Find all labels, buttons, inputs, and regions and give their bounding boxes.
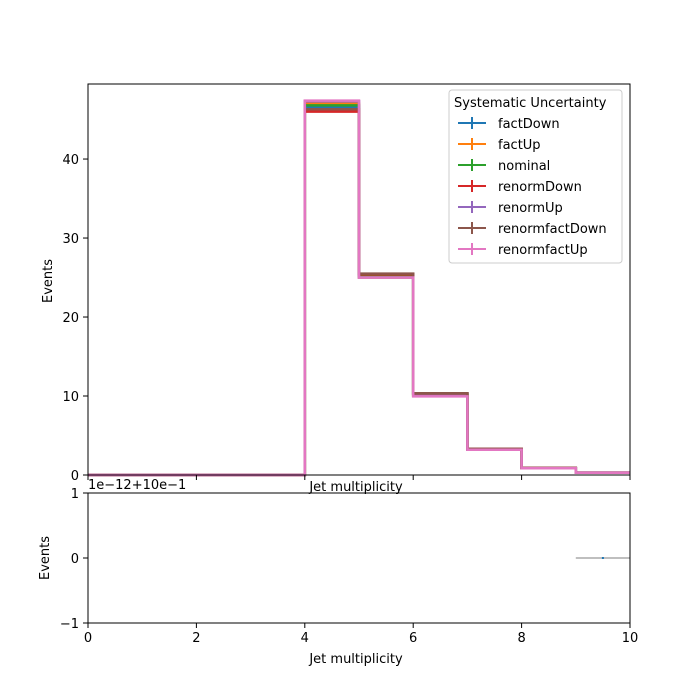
- main-y-tick-label: 10: [62, 390, 79, 405]
- legend-title: Systematic Uncertainty: [454, 96, 607, 111]
- legend-label-factDown: factDown: [498, 117, 560, 132]
- ratio-offset-text: 1e−12+10e−1: [88, 478, 186, 493]
- ratio-x-tick-label: 8: [517, 631, 525, 646]
- legend-label-renormUp: renormUp: [498, 201, 563, 216]
- ratio-x-tick-label: 10: [622, 631, 639, 646]
- ratio-y-ticks: −1 0 1: [60, 487, 88, 632]
- ratio-y-axis-label: Events: [38, 536, 53, 580]
- ratio-y-tick-label: 0: [71, 552, 79, 567]
- legend-label-renormfactUp: renormfactUp: [498, 243, 588, 258]
- ratio-x-tick-label: 2: [192, 631, 200, 646]
- main-y-axis-label: Events: [41, 259, 56, 303]
- ratio-x-ticks: 0 2 4 6 8 10: [84, 623, 638, 646]
- legend-box: [448, 89, 623, 264]
- main-y-tick-label: 0: [71, 469, 79, 484]
- ratio-x-axis-label: Jet multiplicity: [308, 652, 403, 667]
- legend-entries: factDown factUp nominal renormDown renormUp r…: [458, 117, 607, 258]
- main-y-ticks: 0 10 20 30 40: [62, 153, 88, 484]
- legend-label-nominal: nominal: [498, 159, 550, 174]
- main-x-ticks: [87, 475, 631, 480]
- legend-label-renormfactDown: renormfactDown: [498, 222, 607, 237]
- ratio-y-tick-label: 1: [71, 487, 79, 502]
- legend-label-renormDown: renormDown: [498, 180, 582, 195]
- main-plot-frame: [87, 83, 631, 476]
- main-x-axis-label: Jet multiplicity: [308, 480, 403, 495]
- ratio-plot-panel: 0 2 4 6 8 10 −1 0 1 1e−12+10e−1 Events Jet mult…: [38, 478, 638, 667]
- main-y-tick-label: 20: [62, 311, 79, 326]
- ratio-x-tick-label: 6: [409, 631, 417, 646]
- legend-label-factUp: factUp: [498, 138, 541, 153]
- legend: Systematic Uncertainty factDown factUp nom…: [448, 89, 623, 264]
- ratio-plot-frame: [87, 492, 631, 624]
- ratio-x-tick-label: 4: [301, 631, 309, 646]
- ratio-y-tick-label: −1: [60, 617, 79, 632]
- main-plot-panel: 0 10 20 30 40 Events Jet multiplicity System…: [41, 83, 631, 495]
- main-y-tick-label: 40: [62, 153, 79, 168]
- ratio-x-tick-label: 0: [84, 631, 92, 646]
- main-y-tick-label: 30: [62, 232, 79, 247]
